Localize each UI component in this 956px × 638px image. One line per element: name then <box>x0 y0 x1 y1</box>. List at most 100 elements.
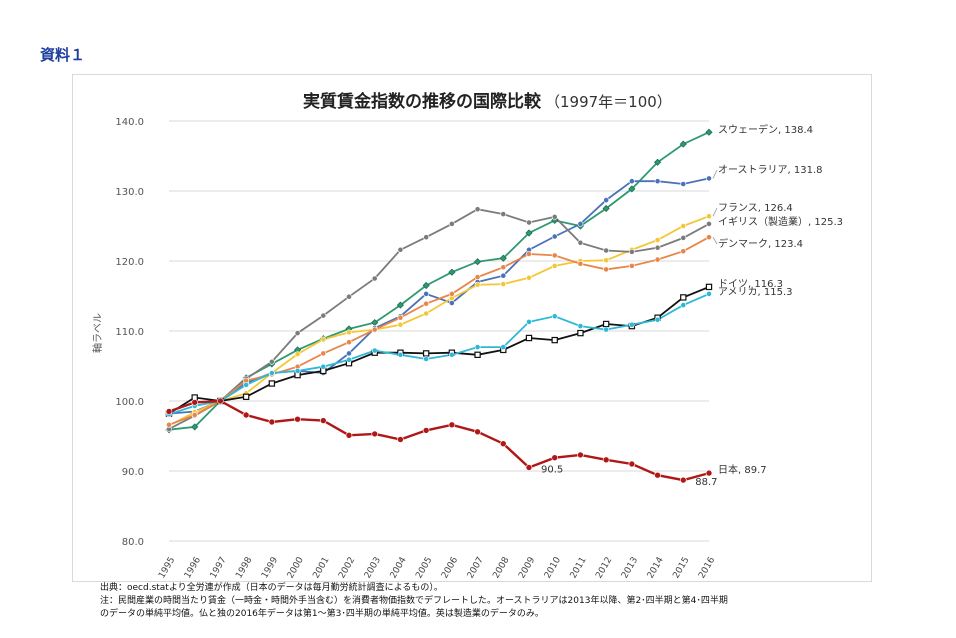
data-point <box>577 239 584 246</box>
series-line <box>168 399 710 482</box>
data-point <box>705 283 713 291</box>
x-tick-label: 2009 <box>517 555 537 580</box>
series-lines <box>168 131 710 482</box>
data-point <box>268 418 276 426</box>
data-point <box>577 323 584 329</box>
data-point <box>345 431 353 439</box>
series-line <box>168 236 710 426</box>
data-point <box>628 178 635 185</box>
data-point <box>423 310 430 317</box>
data-point <box>448 300 455 306</box>
data-point <box>499 440 507 448</box>
data-point <box>397 436 404 443</box>
chart-subtitle: （1997年＝100） <box>545 93 672 111</box>
gridlines <box>169 120 709 542</box>
data-point <box>396 301 404 309</box>
x-tick-label: 2010 <box>543 555 563 580</box>
data-point <box>294 351 301 357</box>
data-point <box>243 381 250 388</box>
data-point <box>551 313 558 320</box>
x-tick-label: 2003 <box>363 556 383 581</box>
line-chart: 実質賃金指数の推移の国際比較 （1997年＝100） 軸ラベル 80.0 90.0… <box>91 91 843 580</box>
data-point <box>628 460 636 468</box>
series-end-label: アメリカ, 115.3 <box>718 286 793 298</box>
data-point <box>423 300 430 307</box>
x-tick-labels: 1995 1996 1997 1998 1999 2000 2001 2002 2003 2004… <box>157 555 717 580</box>
series-line <box>168 131 710 431</box>
data-point <box>474 281 481 288</box>
y-tick-label: 120.0 <box>115 257 144 268</box>
data-point <box>422 350 430 357</box>
series-line <box>168 208 710 430</box>
data-point <box>320 336 327 343</box>
data-point <box>551 262 558 269</box>
x-tick-label: 2014 <box>646 555 666 580</box>
data-point <box>525 464 533 471</box>
data-point <box>603 247 610 254</box>
x-tick-label: 1998 <box>234 555 254 580</box>
x-tick-label: 2001 <box>311 556 331 581</box>
data-point <box>319 417 327 424</box>
data-point <box>217 397 224 405</box>
data-point <box>268 380 276 387</box>
data-point <box>577 220 584 227</box>
data-point <box>166 421 172 428</box>
series-end-label: フランス, 126.4 <box>718 202 793 214</box>
data-point <box>705 469 713 477</box>
data-point <box>706 290 712 297</box>
data-point <box>423 234 430 241</box>
x-tick-label: 1997 <box>209 556 229 581</box>
series-end-label: 日本, 89.7 <box>718 463 767 476</box>
series-line <box>168 293 710 416</box>
data-point <box>448 290 455 297</box>
data-point <box>680 234 687 241</box>
data-point <box>397 351 404 358</box>
data-point <box>680 302 687 308</box>
series-end-label: ドイツ, 116.3 <box>718 279 783 290</box>
series-end-label: イギリス（製造業）, 125.3 <box>718 215 843 228</box>
data-label: 88.7 <box>695 477 717 488</box>
data-point <box>371 326 378 333</box>
x-tick-label: 2008 <box>491 555 511 580</box>
y-tick-label: 90.0 <box>122 467 144 478</box>
x-tick-label: 2007 <box>466 556 486 581</box>
y-tick-label: 100.0 <box>115 397 144 408</box>
data-point <box>294 330 301 336</box>
data-point <box>679 140 687 148</box>
data-point <box>577 451 584 459</box>
data-point <box>526 274 532 281</box>
data-point <box>371 347 378 354</box>
data-point <box>500 272 507 279</box>
data-point <box>551 454 559 462</box>
data-point <box>242 393 250 401</box>
chart-title: 実質賃金指数の推移の国際比較 <box>303 91 542 112</box>
y-tick-labels: 80.0 90.0 100.0 110.0 120.0 130.0 140.0 <box>115 117 144 548</box>
data-point <box>705 128 713 136</box>
data-annotations: 90.5 88.7 <box>541 465 718 489</box>
data-point <box>551 252 558 259</box>
note-line: 注：民間産業の時間当たり賃金（一時金・時間外手当含む）を消費者物価指数でデフレー… <box>100 596 728 606</box>
data-point <box>654 237 661 243</box>
data-point <box>628 321 635 328</box>
x-tick-label: 2015 <box>671 556 691 581</box>
data-point <box>346 339 352 346</box>
data-label: 90.5 <box>541 465 563 476</box>
x-tick-label: 2005 <box>414 556 434 581</box>
data-point <box>474 258 482 266</box>
x-tick-label: 1995 <box>157 556 177 581</box>
data-point <box>320 363 327 370</box>
data-point <box>397 321 404 328</box>
data-point <box>191 412 198 418</box>
data-point <box>551 213 558 220</box>
data-point <box>474 344 481 350</box>
data-point <box>679 476 687 484</box>
data-point <box>397 246 404 253</box>
data-point <box>422 427 430 434</box>
series-line <box>168 215 710 427</box>
document-label: 資料１ <box>40 46 86 64</box>
x-tick-label: 2012 <box>594 556 614 581</box>
data-point <box>423 356 430 362</box>
data-point <box>371 430 379 438</box>
x-tick-label: 2004 <box>389 555 409 580</box>
data-point <box>500 264 507 271</box>
